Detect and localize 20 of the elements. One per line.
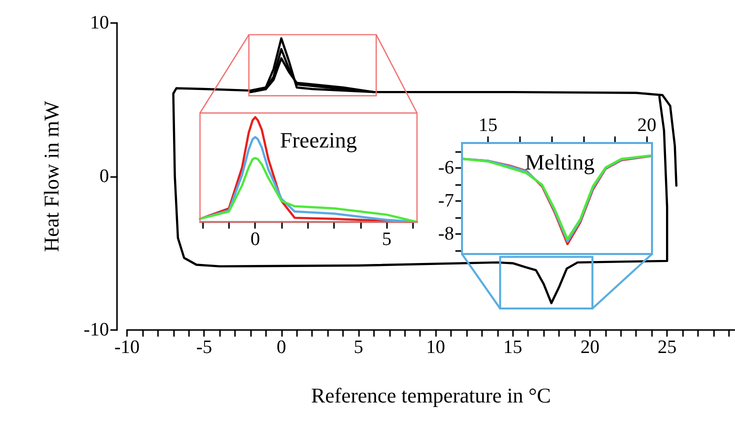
x-tick-label: 15 (503, 337, 522, 358)
x-axis-title: Reference temperature in °C (311, 384, 551, 408)
x-tick-label: 20 (580, 337, 600, 358)
y-tick-label: -10 (84, 320, 109, 340)
x-tick-label: 0 (276, 337, 286, 358)
x-tick-label: 20 (637, 115, 656, 136)
x-tick-label: -5 (196, 337, 212, 358)
y-tick-label: 0 (100, 166, 109, 187)
y-axis-title: Heat Flow in mW (40, 100, 64, 252)
y-tick-label: 10 (90, 12, 109, 34)
y-tick-label: -8 (438, 224, 454, 245)
y-tick-label: -6 (438, 158, 454, 179)
y-tick-label: -7 (438, 190, 454, 212)
x-tick-label: 25 (658, 337, 677, 358)
x-tick-label: 15 (478, 115, 498, 136)
x-tick-label: 5 (354, 337, 364, 358)
chart-title: Melting (525, 150, 595, 174)
x-tick-label: -10 (114, 337, 140, 358)
text: Freezing (280, 128, 357, 152)
x-tick-label: 5 (382, 229, 392, 250)
